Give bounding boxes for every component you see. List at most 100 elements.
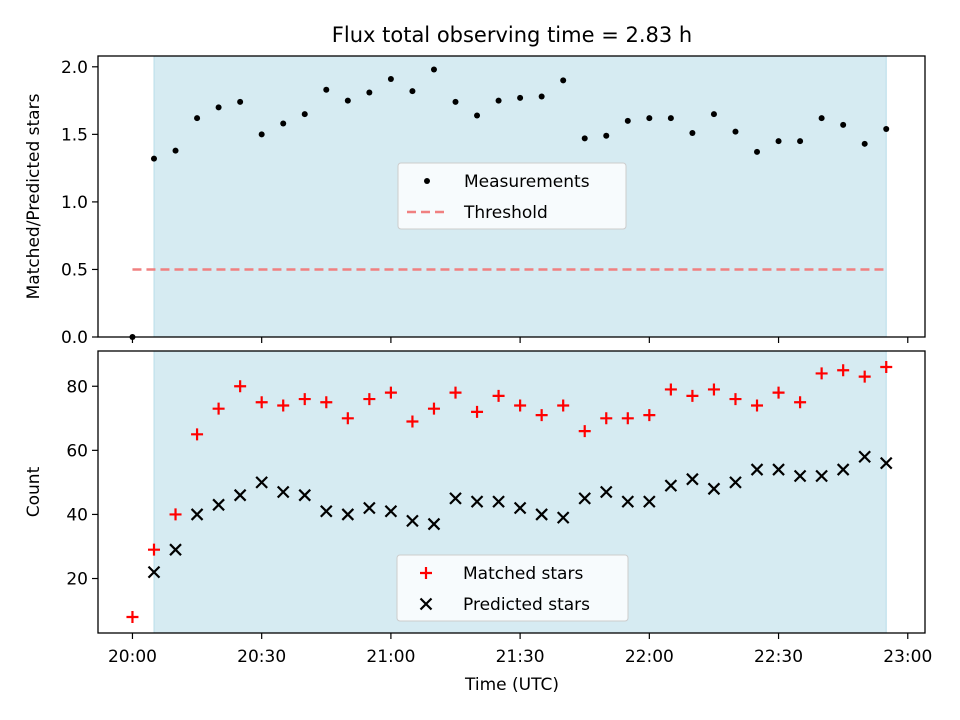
x-tick-label: 20:00: [108, 647, 157, 667]
predicted-star-point: [147, 565, 161, 579]
predicted-star-point: [879, 456, 893, 470]
measurement-point: [624, 117, 631, 124]
measurement-point: [172, 147, 179, 154]
measurement-point: [603, 132, 610, 139]
y-tick-label: 0.5: [61, 260, 88, 280]
axes-frame: [97, 55, 926, 338]
measurement-point: [452, 98, 459, 105]
predicted-star-point: [406, 514, 419, 528]
measurement-point: [366, 89, 373, 96]
matched-star-point: [191, 428, 204, 441]
legend-entry-label: Measurements: [464, 172, 590, 192]
predicted-star-point: [341, 508, 355, 521]
predicted-star-point: [298, 488, 312, 502]
matched-star-point: [234, 380, 247, 393]
matched-star-point: [686, 389, 699, 402]
predicted-star-point: [793, 469, 807, 483]
x-tick-label: 22:30: [754, 647, 803, 667]
measurement-point: [732, 128, 739, 135]
measurement-point: [710, 111, 717, 118]
matched-star-point: [320, 396, 333, 409]
axes-frame: [97, 350, 926, 634]
predicted-star-point: [815, 469, 828, 483]
y-axis-label: Matched/Predicted stars: [24, 93, 44, 299]
panel-counts: 20 40 60 80 20:00 20:30 21:00 21:30 22:00 22:30 23…: [24, 350, 932, 667]
measurement-point: [258, 131, 265, 138]
measurement-point: [215, 104, 222, 111]
matched-star-point: [600, 412, 613, 425]
predicted-star-point: [556, 511, 570, 524]
measurement-point: [689, 130, 696, 137]
matched-star-point: [815, 367, 828, 380]
predicted-star-point: [190, 508, 204, 521]
measurement-point: [538, 93, 545, 100]
y-tick-label: 60: [66, 441, 88, 461]
matched-star-point: [147, 543, 160, 556]
legend: Measurements Threshold: [397, 162, 627, 230]
measurement-point: [430, 66, 437, 73]
predicted-star-point: [707, 482, 721, 496]
measurement-point: [840, 121, 847, 128]
predicted-star-point: [686, 472, 699, 486]
measurement-point: [667, 115, 674, 122]
matched-star-point: [643, 409, 656, 422]
measurement-point: [797, 138, 804, 145]
legend-entry-label: Predicted stars: [463, 595, 590, 615]
predicted-star-point: [513, 501, 527, 515]
predicted-star-point: [233, 488, 247, 502]
matched-star-point: [471, 405, 484, 418]
matched-star-point: [751, 399, 764, 412]
matched-star-point: [707, 383, 720, 396]
predicted-star-point: [836, 463, 850, 476]
measurement-point: [517, 94, 524, 101]
predicted-star-point: [858, 450, 871, 464]
measurement-point: [280, 120, 287, 127]
chart-title: Flux total observing time = 2.83 h: [332, 23, 692, 47]
measurement-point: [344, 97, 351, 104]
matched-star-point: [837, 364, 850, 377]
predicted-star-point: [427, 517, 441, 531]
predicted-star-point: [470, 495, 484, 508]
predicted-star-point: [621, 495, 635, 508]
legend-entry-label: Matched stars: [463, 564, 583, 584]
measurement-point: [301, 111, 308, 118]
measurement-point: [646, 115, 653, 122]
measurement-point: [194, 115, 201, 122]
predicted-star-point: [492, 495, 505, 508]
predicted-star-point: [643, 495, 656, 508]
matched-star-point: [384, 386, 397, 399]
matched-star-point: [729, 393, 742, 406]
predicted-star-point: [599, 485, 613, 499]
predicted-star-point: [276, 485, 290, 499]
predicted-star-point: [255, 476, 268, 489]
matched-star-point: [449, 386, 462, 399]
matched-star-point: [514, 399, 527, 412]
matched-star-point: [535, 409, 548, 422]
legend-predicted-marker: [419, 597, 433, 611]
matched-star-point: [621, 412, 634, 425]
x-tick-label: 22:00: [625, 647, 674, 667]
legend-box: [396, 554, 629, 622]
matched-star-point: [406, 415, 419, 428]
matched-star-point: [255, 396, 268, 409]
measurement-point: [237, 98, 244, 105]
matched-star-point: [298, 393, 311, 406]
y-tick-label: 20: [66, 570, 88, 590]
predicted-star-point: [212, 498, 225, 512]
legend: Matched stars Predicted stars: [396, 554, 629, 622]
matched-star-point: [664, 383, 677, 396]
matched-star-point: [169, 508, 182, 521]
predicted-star-point: [772, 463, 785, 476]
matched-star-point: [212, 402, 225, 415]
x-tick-label: 21:30: [496, 647, 545, 667]
predicted-star-point: [750, 463, 764, 476]
predicted-star-point: [664, 479, 678, 492]
predicted-star-point: [578, 492, 592, 505]
legend-matched-marker: [420, 567, 432, 579]
y-tick-label: 40: [66, 505, 88, 525]
legend-box: [397, 162, 627, 230]
y-tick-label: 80: [66, 377, 88, 397]
measurement-point: [754, 148, 761, 155]
matched-star-point: [794, 396, 807, 409]
matched-star-point: [126, 610, 139, 623]
